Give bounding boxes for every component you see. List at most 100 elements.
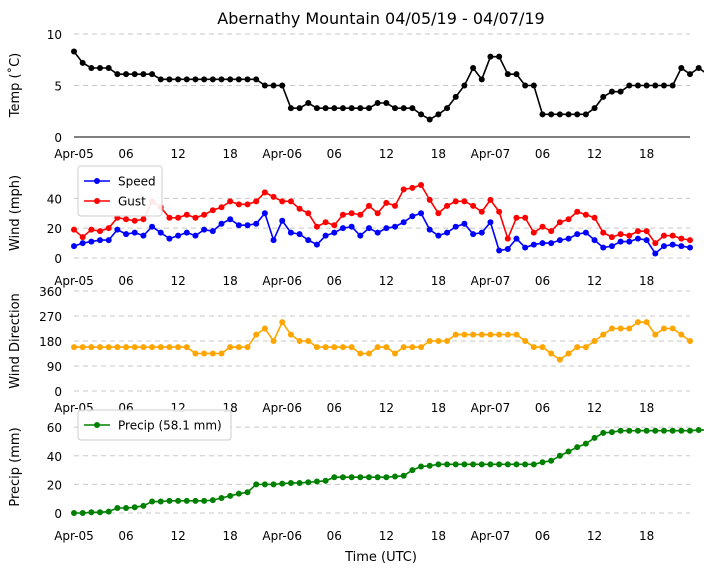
- data-point: [365, 350, 372, 357]
- data-point: [209, 228, 216, 235]
- data-point: [452, 223, 459, 230]
- data-point: [105, 344, 112, 351]
- data-point: [97, 237, 104, 244]
- data-point: [574, 231, 581, 238]
- x-tick-label: 18: [639, 529, 654, 543]
- data-point: [322, 105, 329, 112]
- legend-label: Speed: [118, 175, 156, 189]
- data-point: [548, 111, 555, 118]
- data-point: [71, 510, 77, 516]
- data-point: [608, 234, 615, 241]
- data-point: [88, 509, 95, 516]
- y-axis-label: Temp (˚C): [7, 53, 23, 119]
- x-tick-label: 18: [223, 274, 238, 288]
- data-point: [400, 219, 407, 226]
- data-point: [513, 235, 520, 242]
- data-point: [626, 325, 633, 332]
- data-point: [556, 356, 563, 363]
- x-tick-label: 12: [379, 401, 394, 415]
- data-point: [574, 444, 581, 451]
- data-point: [296, 479, 303, 486]
- data-point: [687, 427, 693, 434]
- data-point: [669, 82, 676, 89]
- y-axis-label: Wind Direction: [8, 293, 23, 389]
- data-point: [175, 232, 182, 239]
- y-tick-label: 0: [54, 507, 62, 521]
- data-point: [339, 225, 346, 232]
- data-point: [513, 214, 520, 221]
- data-point: [201, 76, 208, 83]
- data-point: [97, 228, 104, 235]
- y-tick-label: 5: [54, 80, 62, 94]
- data-point: [617, 238, 624, 245]
- x-tick-label: 06: [118, 274, 133, 288]
- data-point: [166, 344, 173, 351]
- data-point: [348, 105, 355, 112]
- data-point: [253, 331, 260, 338]
- x-tick-label: Apr-07: [471, 274, 511, 288]
- data-point: [487, 196, 494, 203]
- data-point: [339, 211, 346, 218]
- x-tick-label: 12: [379, 274, 394, 288]
- data-point: [487, 461, 494, 468]
- data-point: [574, 208, 581, 215]
- data-point: [504, 461, 511, 468]
- chart-title: Abernathy Mountain 04/05/19 - 04/07/19: [217, 9, 544, 28]
- data-point: [192, 76, 199, 83]
- data-point: [470, 331, 477, 338]
- data-point: [71, 48, 77, 55]
- y-tick-label: 40: [47, 192, 62, 206]
- data-point: [582, 211, 589, 218]
- panels: 0 5 10 Apr-05 06 12 18 Apr-06 06 12 18 Apr-07 06 12 18…: [7, 28, 704, 543]
- x-tick-label: 12: [587, 529, 602, 543]
- data-point: [582, 111, 589, 118]
- x-tick-label: 18: [223, 529, 238, 543]
- data-point: [348, 474, 355, 481]
- data-point: [626, 238, 633, 245]
- data-point: [556, 219, 563, 226]
- data-point: [470, 231, 477, 238]
- series-speed: [71, 210, 693, 257]
- data-point: [79, 344, 86, 351]
- series-line: [73, 211, 691, 255]
- data-point: [123, 71, 130, 78]
- x-tick-label: Apr-06: [262, 147, 302, 161]
- data-point: [591, 434, 598, 441]
- data-point: [652, 331, 659, 338]
- data-point: [183, 76, 190, 83]
- data-point: [114, 504, 121, 511]
- data-point: [183, 211, 190, 218]
- data-point: [123, 344, 130, 351]
- data-point: [409, 213, 416, 220]
- data-point: [669, 427, 676, 434]
- data-point: [678, 235, 685, 242]
- data-point: [435, 338, 442, 344]
- series-temp: [71, 48, 704, 123]
- data-point: [600, 229, 607, 236]
- data-point: [565, 216, 572, 223]
- data-point: [140, 502, 147, 509]
- data-point: [522, 461, 529, 468]
- data-point: [305, 237, 312, 244]
- data-point: [270, 237, 277, 244]
- data-point: [279, 217, 286, 224]
- data-point: [452, 461, 459, 468]
- data-point: [634, 319, 641, 326]
- data-point: [444, 338, 451, 344]
- data-point: [97, 509, 104, 516]
- data-point: [201, 226, 208, 233]
- data-point: [608, 325, 615, 332]
- data-point: [418, 210, 425, 217]
- data-point: [617, 231, 624, 238]
- data-point: [426, 338, 433, 344]
- data-point: [235, 344, 242, 351]
- data-point: [435, 232, 442, 239]
- data-point: [461, 220, 468, 227]
- panel-temperature: 0 5 10 Apr-05 06 12 18 Apr-06 06 12 18 Apr-07 06 12 18…: [7, 28, 704, 161]
- data-point: [149, 498, 156, 505]
- data-point: [504, 331, 511, 338]
- data-point: [600, 429, 607, 436]
- data-point: [444, 461, 451, 468]
- data-point: [470, 202, 477, 209]
- data-point: [261, 325, 268, 332]
